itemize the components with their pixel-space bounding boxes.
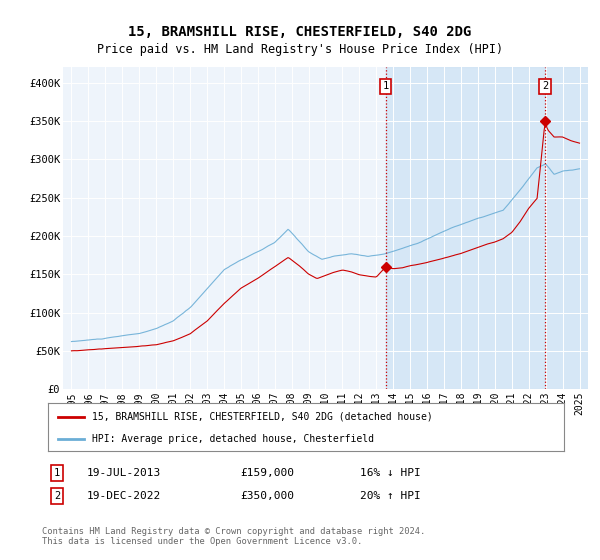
Text: 16% ↓ HPI: 16% ↓ HPI — [360, 468, 421, 478]
Text: HPI: Average price, detached house, Chesterfield: HPI: Average price, detached house, Ches… — [92, 434, 374, 444]
Text: £350,000: £350,000 — [240, 491, 294, 501]
Text: Contains HM Land Registry data © Crown copyright and database right 2024.
This d: Contains HM Land Registry data © Crown c… — [42, 526, 425, 546]
Bar — [386, 67, 600, 389]
Text: 19-DEC-2022: 19-DEC-2022 — [87, 491, 161, 501]
Text: 15, BRAMSHILL RISE, CHESTERFIELD, S40 2DG: 15, BRAMSHILL RISE, CHESTERFIELD, S40 2D… — [128, 26, 472, 39]
Text: 19-JUL-2013: 19-JUL-2013 — [87, 468, 161, 478]
Text: 1: 1 — [382, 81, 389, 91]
Text: 15, BRAMSHILL RISE, CHESTERFIELD, S40 2DG (detached house): 15, BRAMSHILL RISE, CHESTERFIELD, S40 2D… — [92, 412, 433, 422]
Text: 20% ↑ HPI: 20% ↑ HPI — [360, 491, 421, 501]
Text: £159,000: £159,000 — [240, 468, 294, 478]
Text: 2: 2 — [542, 81, 548, 91]
Text: Price paid vs. HM Land Registry's House Price Index (HPI): Price paid vs. HM Land Registry's House … — [97, 43, 503, 56]
Text: 2: 2 — [54, 491, 60, 501]
Text: 1: 1 — [54, 468, 60, 478]
